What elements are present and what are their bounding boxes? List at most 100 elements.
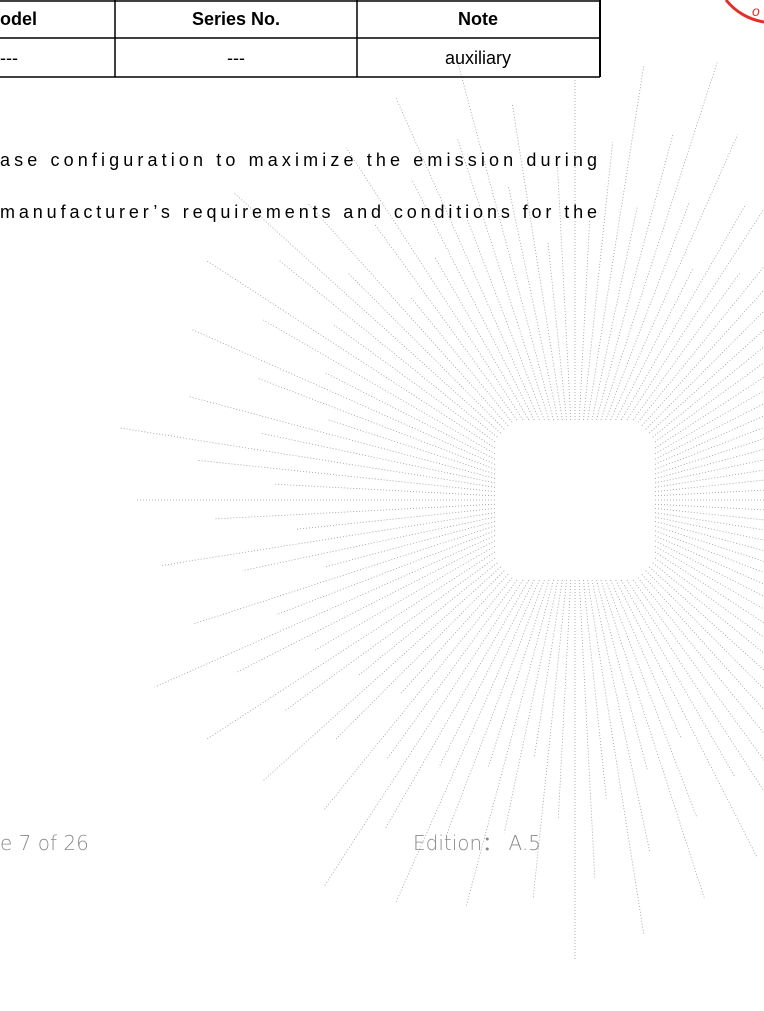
watermark-ray	[655, 526, 764, 593]
watermark-ray	[349, 274, 505, 430]
watermark-ray	[375, 225, 517, 420]
watermark-ray	[655, 389, 764, 474]
watermark-ray	[633, 580, 764, 807]
watermark-ray	[596, 580, 647, 770]
watermark-ray	[588, 580, 644, 935]
watermark-ray	[396, 98, 539, 420]
footer-edition: Edition： A.5	[413, 831, 541, 855]
watermark-ray	[191, 329, 495, 464]
watermark-ray	[638, 578, 764, 733]
watermark-ray	[262, 433, 495, 483]
watermark-ray	[655, 312, 764, 442]
watermark-ray	[275, 484, 495, 496]
watermark-ray	[315, 546, 495, 650]
watermark-ray	[206, 552, 495, 740]
watermark-ray	[655, 536, 764, 687]
watermark-ray	[649, 567, 764, 687]
table-cell: ---	[227, 48, 245, 68]
watermark-ray	[642, 173, 764, 426]
watermark-ray	[557, 160, 571, 420]
watermark-ray	[601, 63, 717, 420]
watermark-ray	[655, 329, 764, 464]
watermark-ray	[401, 574, 508, 693]
document: o odel Series No. Note --- --- auxiliary…	[0, 0, 764, 1011]
watermark-ray	[324, 521, 495, 567]
watermark-ray	[456, 56, 554, 420]
watermark-ray	[601, 580, 705, 899]
watermark-ray	[642, 574, 764, 827]
table-header: Note	[458, 9, 498, 29]
watermark-ray	[655, 441, 764, 488]
watermark-ray	[621, 206, 745, 420]
watermark-ray	[189, 396, 495, 478]
watermark-ray	[655, 508, 764, 543]
watermark-ray	[646, 288, 764, 429]
watermark-ray	[534, 580, 562, 757]
watermark-ray	[357, 563, 497, 676]
watermark-ray	[655, 504, 764, 518]
table-cell: auxiliary	[445, 48, 511, 68]
watermark-ray	[276, 531, 495, 615]
watermark-ray	[616, 268, 693, 420]
watermark-ray	[583, 142, 612, 420]
watermark-ray	[195, 526, 495, 624]
watermark-ray	[263, 320, 495, 454]
watermark-ray	[655, 521, 764, 613]
watermark-ray	[504, 580, 558, 833]
watermark-ray	[611, 580, 681, 738]
watermark-ray	[621, 580, 735, 777]
watermark-ray	[307, 203, 508, 426]
watermark-ray	[655, 546, 764, 700]
watermark-ray	[583, 580, 606, 798]
watermark-ray	[387, 580, 517, 759]
watermark-ray	[646, 571, 764, 755]
watermark-ray	[655, 386, 764, 478]
watermark-ray	[548, 241, 567, 420]
watermark-ray	[592, 207, 637, 420]
watermark-ray	[284, 558, 495, 711]
watermark-ray	[592, 580, 650, 852]
table-header: odel	[0, 9, 37, 29]
watermark-ray	[655, 346, 764, 460]
watermark-ray	[579, 220, 589, 420]
watermark-ray	[616, 580, 757, 856]
watermark-ray	[638, 220, 764, 422]
watermark-ray	[627, 580, 764, 886]
watermark-ray	[385, 580, 529, 829]
table-cell: ---	[0, 48, 18, 68]
watermark-ray	[215, 504, 495, 519]
watermark-ray	[466, 580, 553, 906]
watermark-ray	[323, 578, 512, 811]
watermark-ray	[458, 139, 549, 420]
watermark-ray	[326, 373, 495, 459]
watermark-ray	[206, 260, 495, 448]
watermark-ray	[121, 428, 495, 487]
page: {"table": {"headers": ["odel", "Series N…	[0, 0, 764, 1011]
watermark-ray	[588, 65, 644, 420]
watermark-ray	[155, 536, 495, 687]
watermark-ray	[655, 513, 764, 544]
watermark-ray	[439, 580, 534, 767]
watermark-ray	[579, 580, 595, 879]
watermark-ray	[649, 246, 764, 433]
watermark-ray	[435, 258, 529, 420]
watermark	[121, 56, 764, 960]
watermark-ray	[655, 370, 764, 454]
table-header: Series No.	[192, 9, 280, 29]
watermark-ray	[280, 261, 498, 437]
watermark-ray	[633, 273, 739, 420]
watermark-ray	[596, 133, 673, 420]
watermark-ray	[655, 531, 764, 636]
watermark-ray	[335, 571, 505, 741]
watermark-ray	[197, 460, 495, 491]
watermark-ray	[332, 324, 495, 442]
watermark-ray	[558, 580, 571, 820]
paragraph-line: manufacturer’s requirements and conditio…	[0, 202, 597, 222]
watermark-ray	[242, 517, 495, 571]
watermark-ray	[655, 400, 764, 470]
watermark-ray	[467, 220, 544, 420]
watermark-ray	[655, 483, 764, 496]
watermark-ray	[655, 558, 764, 700]
paragraph-line: ase configuration to maximize the emissi…	[0, 150, 597, 170]
watermark-ray	[233, 192, 501, 433]
